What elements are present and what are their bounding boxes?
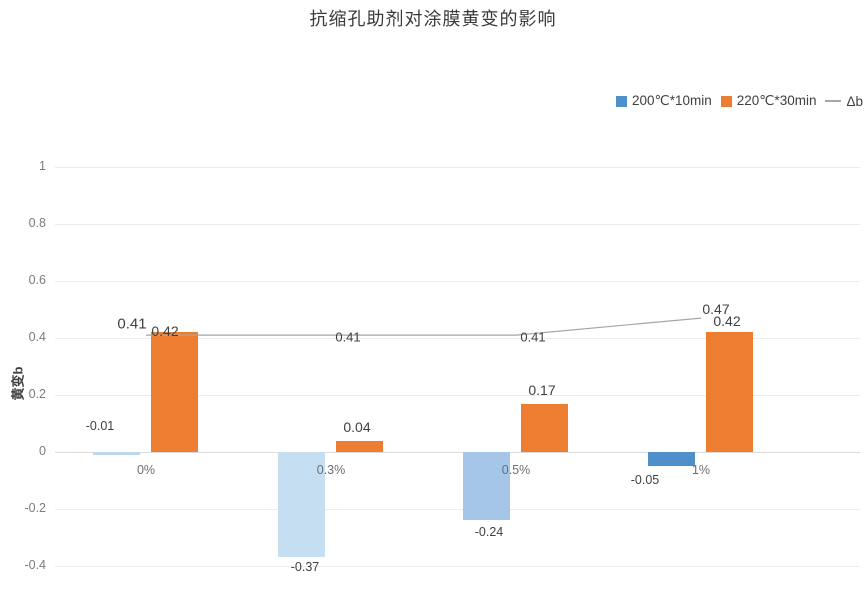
- bar-orange-0.5%: [521, 403, 568, 452]
- legend-label: Δb: [846, 93, 863, 109]
- data-label-b-0.5%: 0.41: [520, 329, 546, 345]
- y-tick-label: -0.2: [24, 501, 46, 515]
- bar-blue-1%: [648, 452, 695, 467]
- y-tick-label: 0.2: [28, 387, 46, 401]
- gridline: [55, 167, 860, 168]
- legend-item-delta-b: Δb: [825, 94, 863, 109]
- data-label-20010min-0%: -0.01: [85, 419, 115, 433]
- bar-orange-0%: [151, 332, 198, 452]
- legend-label: 220℃*30min: [736, 93, 817, 108]
- y-tick-label: 0.8: [28, 216, 46, 230]
- category-label-1%: 1%: [691, 463, 711, 477]
- legend-line-swatch: [825, 100, 842, 102]
- gridline: [55, 281, 860, 282]
- y-tick-label: 1: [39, 159, 46, 173]
- y-tick-label: 0: [39, 444, 46, 458]
- data-label-b-1%: 0.47: [702, 301, 730, 317]
- zero-gridline: [55, 452, 860, 453]
- data-label-20010min-0.3%: -0.37: [290, 560, 320, 574]
- gridline: [55, 566, 860, 567]
- data-label-22030min-1%: 0.42: [713, 313, 741, 329]
- chart-title: 抗缩孔助剂对涂膜黄变的影响: [309, 9, 557, 30]
- bar-orange-0.3%: [336, 440, 383, 452]
- gridline: [55, 338, 860, 339]
- category-label-0.3%: 0.3%: [316, 463, 346, 477]
- legend-swatch-orange: [720, 95, 732, 107]
- y-tick-label: 0.4: [28, 330, 46, 344]
- gridline: [55, 509, 860, 510]
- data-label-b-0.3%: 0.41: [335, 329, 361, 345]
- bar-blue-0%: [93, 452, 140, 455]
- data-label-20010min-0.5%: -0.24: [474, 525, 504, 539]
- gridline: [55, 395, 860, 396]
- category-label-0.5%: 0.5%: [501, 463, 531, 477]
- data-label-20010min-1%: -0.05: [630, 473, 660, 487]
- y-tick-label: -0.4: [24, 558, 46, 572]
- legend-item-220c-30min: 220℃*30min: [720, 93, 817, 109]
- gridline: [55, 224, 860, 225]
- legend-item-200c-10min: 200℃*10min: [616, 93, 712, 109]
- y-tick-label: 0.6: [28, 273, 46, 287]
- legend-label: 200℃*10min: [632, 93, 712, 108]
- legend: 200℃*10min 220℃*30min Δb: [616, 93, 863, 109]
- data-label-b-0%: 0.41: [117, 315, 147, 333]
- data-label-22030min-0%: 0.42: [151, 323, 179, 339]
- delta-b-line: [146, 317, 702, 336]
- data-label-22030min-0.5%: 0.17: [528, 382, 556, 398]
- legend-swatch-blue: [616, 95, 628, 107]
- data-label-22030min-0.3%: 0.04: [343, 419, 371, 435]
- bar-blue-0.3%: [278, 452, 325, 558]
- bar-orange-1%: [706, 332, 753, 452]
- category-label-0%: 0%: [136, 463, 156, 477]
- bar-blue-0.5%: [463, 452, 510, 521]
